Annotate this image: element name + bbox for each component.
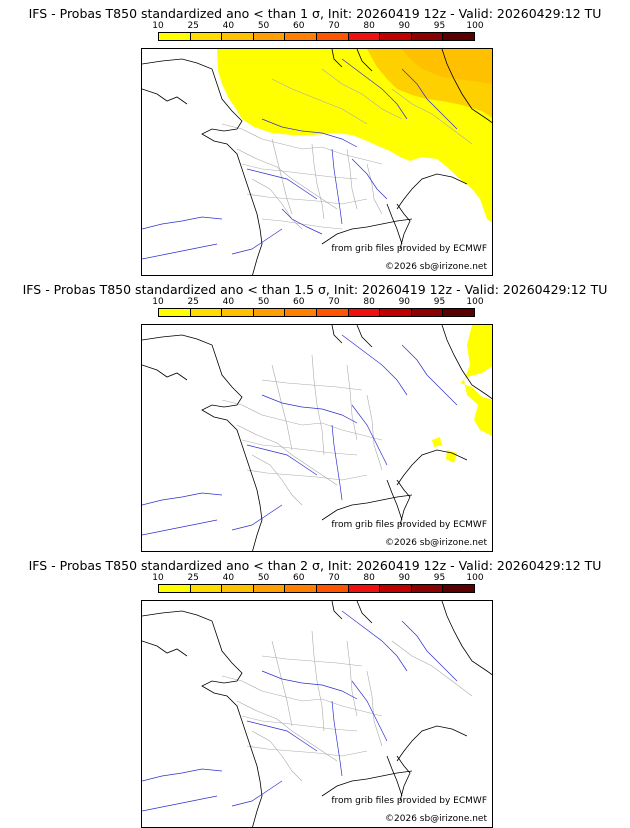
colorbar-segment <box>348 585 381 592</box>
prob-area-yellow <box>460 325 492 436</box>
map-3 <box>142 601 492 827</box>
colorbar-tick: 70 <box>328 573 340 583</box>
colorbar-segment <box>443 585 474 592</box>
colorbar-segment <box>316 33 349 40</box>
colorbar-tick: 40 <box>222 21 235 31</box>
rivers <box>142 610 458 812</box>
colorbar-tick: 95 <box>433 297 446 307</box>
colorbar-segment <box>443 33 474 40</box>
colorbar-tick: 10 <box>152 21 164 31</box>
map-frame: from grib files provided by ECMWF ©2026 … <box>141 48 493 276</box>
colorbar-segment <box>159 33 191 40</box>
map-frame: from grib files provided by ECMWF ©2026 … <box>141 600 493 828</box>
colorbar-segment <box>443 309 474 316</box>
colorbar-tick: 70 <box>328 21 340 31</box>
colorbar-tick: 90 <box>398 297 411 307</box>
prob-area-yellow <box>464 139 492 169</box>
colorbar-tick: 100 <box>466 573 484 583</box>
panel-title: IFS - Probas T850 standardized ano < tha… <box>22 282 608 297</box>
colorbar <box>158 32 475 41</box>
colorbar-tick: 90 <box>398 573 411 583</box>
colorbar-tick: 25 <box>187 21 199 31</box>
colorbar-segment <box>253 33 286 40</box>
colorbar-tick: 95 <box>433 21 446 31</box>
colorbar-segment <box>348 309 381 316</box>
colorbar-tick: 25 <box>187 573 199 583</box>
colorbar-tick: 50 <box>257 573 270 583</box>
prob-area-orange <box>402 49 492 84</box>
colorbar <box>158 308 475 317</box>
map-frame: from grib files provided by ECMWF ©2026 … <box>141 324 493 552</box>
credit-source: from grib files provided by ECMWF <box>331 520 487 530</box>
colorbar-segment <box>190 33 223 40</box>
colorbar-segment <box>348 33 381 40</box>
colorbar-segment <box>380 309 412 316</box>
colorbar-tick: 70 <box>328 297 340 307</box>
colorbar-tick: 60 <box>293 573 305 583</box>
admin-borders <box>221 354 383 506</box>
colorbar-tick: 95 <box>433 573 446 583</box>
colorbar-tick: 50 <box>257 21 270 31</box>
colorbar-tick: 90 <box>398 21 411 31</box>
colorbar-ticks: 10 25 40 50 60 70 80 90 95 100 <box>152 21 483 32</box>
rivers <box>142 334 458 536</box>
coastlines <box>142 325 492 551</box>
colorbar-tick: 10 <box>152 573 164 583</box>
coastlines <box>142 601 492 827</box>
colorbar-segment <box>222 585 254 592</box>
colorbar-tick: 100 <box>466 297 484 307</box>
colorbar-segment <box>159 309 191 316</box>
colorbar-tick: 50 <box>257 297 270 307</box>
colorbar-segment <box>190 309 223 316</box>
colorbar-segment <box>253 309 286 316</box>
colorbar-segment <box>285 33 317 40</box>
colorbar-segment <box>222 33 254 40</box>
colorbar-segment <box>411 309 444 316</box>
coastlines <box>142 49 492 275</box>
colorbar-segment <box>159 585 191 592</box>
colorbar-tick: 100 <box>466 21 484 31</box>
credit-copyright: ©2026 sb@irizone.net <box>385 262 487 272</box>
colorbar-segment <box>411 585 444 592</box>
credit-copyright: ©2026 sb@irizone.net <box>385 538 487 548</box>
panel-title: IFS - Probas T850 standardized ano < tha… <box>28 558 602 573</box>
colorbar-tick: 80 <box>363 297 375 307</box>
colorbar-segment <box>380 33 412 40</box>
panel-title: IFS - Probas T850 standardized ano < tha… <box>28 6 602 21</box>
map-panel-1: IFS - Probas T850 standardized ano < tha… <box>0 0 630 276</box>
colorbar-segment <box>316 585 349 592</box>
colorbar-tick: 80 <box>363 573 375 583</box>
colorbar-segment <box>222 309 254 316</box>
colorbar-segment <box>285 585 317 592</box>
colorbar-tick: 60 <box>293 21 305 31</box>
credit-source: from grib files provided by ECMWF <box>331 244 487 254</box>
colorbar-segment <box>190 585 223 592</box>
prob-area-yellow <box>446 450 457 463</box>
colorbar-segment <box>316 309 349 316</box>
rivers <box>142 58 458 260</box>
colorbar-segment <box>285 309 317 316</box>
colorbar-segment <box>253 585 286 592</box>
colorbar <box>158 584 475 593</box>
colorbar-ticks: 10 25 40 50 60 70 80 90 95 100 <box>152 573 483 584</box>
credit-source: from grib files provided by ECMWF <box>331 796 487 806</box>
map-2 <box>142 325 492 551</box>
map-panel-2: IFS - Probas T850 standardized ano < tha… <box>0 276 630 552</box>
admin-borders <box>221 630 473 782</box>
colorbar-ticks: 10 25 40 50 60 70 80 90 95 100 <box>152 297 483 308</box>
colorbar-tick: 60 <box>293 297 305 307</box>
colorbar-segment <box>380 585 412 592</box>
prob-area-yellow <box>432 437 442 447</box>
colorbar-segment <box>411 33 444 40</box>
colorbar-tick: 80 <box>363 21 375 31</box>
colorbar-tick: 10 <box>152 297 164 307</box>
map-panel-3: IFS - Probas T850 standardized ano < tha… <box>0 552 630 828</box>
credit-copyright: ©2026 sb@irizone.net <box>385 814 487 824</box>
colorbar-tick: 25 <box>187 297 199 307</box>
colorbar-tick: 40 <box>222 573 235 583</box>
colorbar-tick: 40 <box>222 297 235 307</box>
map-1 <box>142 49 492 275</box>
